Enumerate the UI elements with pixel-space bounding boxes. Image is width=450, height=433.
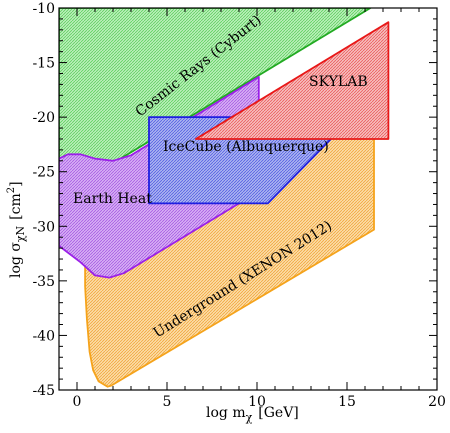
label-skylab: SKYLAB: [309, 74, 368, 90]
x-axis-title-unit: [GeV]: [258, 405, 299, 421]
y-tick-label: -40: [32, 328, 55, 344]
plot-frame: [58, 7, 438, 391]
y-tick-label: -25: [32, 165, 55, 181]
x-axis-title-base: log m: [206, 405, 246, 421]
y-axis-title-sup: 2: [6, 187, 17, 193]
label-icecube: IceCube (Albuquerque): [163, 139, 329, 155]
y-tick-label: -20: [32, 110, 55, 126]
x-tick-label: 15: [338, 394, 356, 410]
region-skylab: [194, 21, 390, 140]
x-tick-label: 0: [73, 394, 82, 410]
y-axis-title-sub: χN: [14, 225, 27, 242]
y-tick-label: -15: [32, 56, 55, 72]
x-axis-title: log mχ [GeV]: [206, 405, 299, 424]
x-tick-label: 20: [428, 394, 446, 410]
x-tick-label: 5: [163, 394, 172, 410]
y-axis-title: log σχN [cm2]: [6, 181, 27, 278]
axis-ticks: 0 5 10 15 20 -10 -15 -20 -25 -30 -35 -40 -45: [32, 1, 445, 410]
x-axis-title-sub: χ: [246, 411, 253, 424]
x-tick-label: 10: [248, 394, 266, 410]
y-axis-title-close: ]: [8, 181, 24, 186]
y-tick-label: -10: [32, 1, 55, 17]
y-axis-title-base: log σ: [8, 242, 24, 278]
y-tick-label: -35: [32, 274, 55, 290]
region-cosmic-rays: [59, 8, 372, 197]
regions-layer: [59, 8, 390, 388]
y-axis-title-unit: [cm: [8, 193, 24, 220]
label-earth-heat: Earth Heat: [73, 191, 152, 207]
y-tick-label: -45: [32, 383, 55, 399]
y-tick-label: -30: [32, 219, 55, 235]
